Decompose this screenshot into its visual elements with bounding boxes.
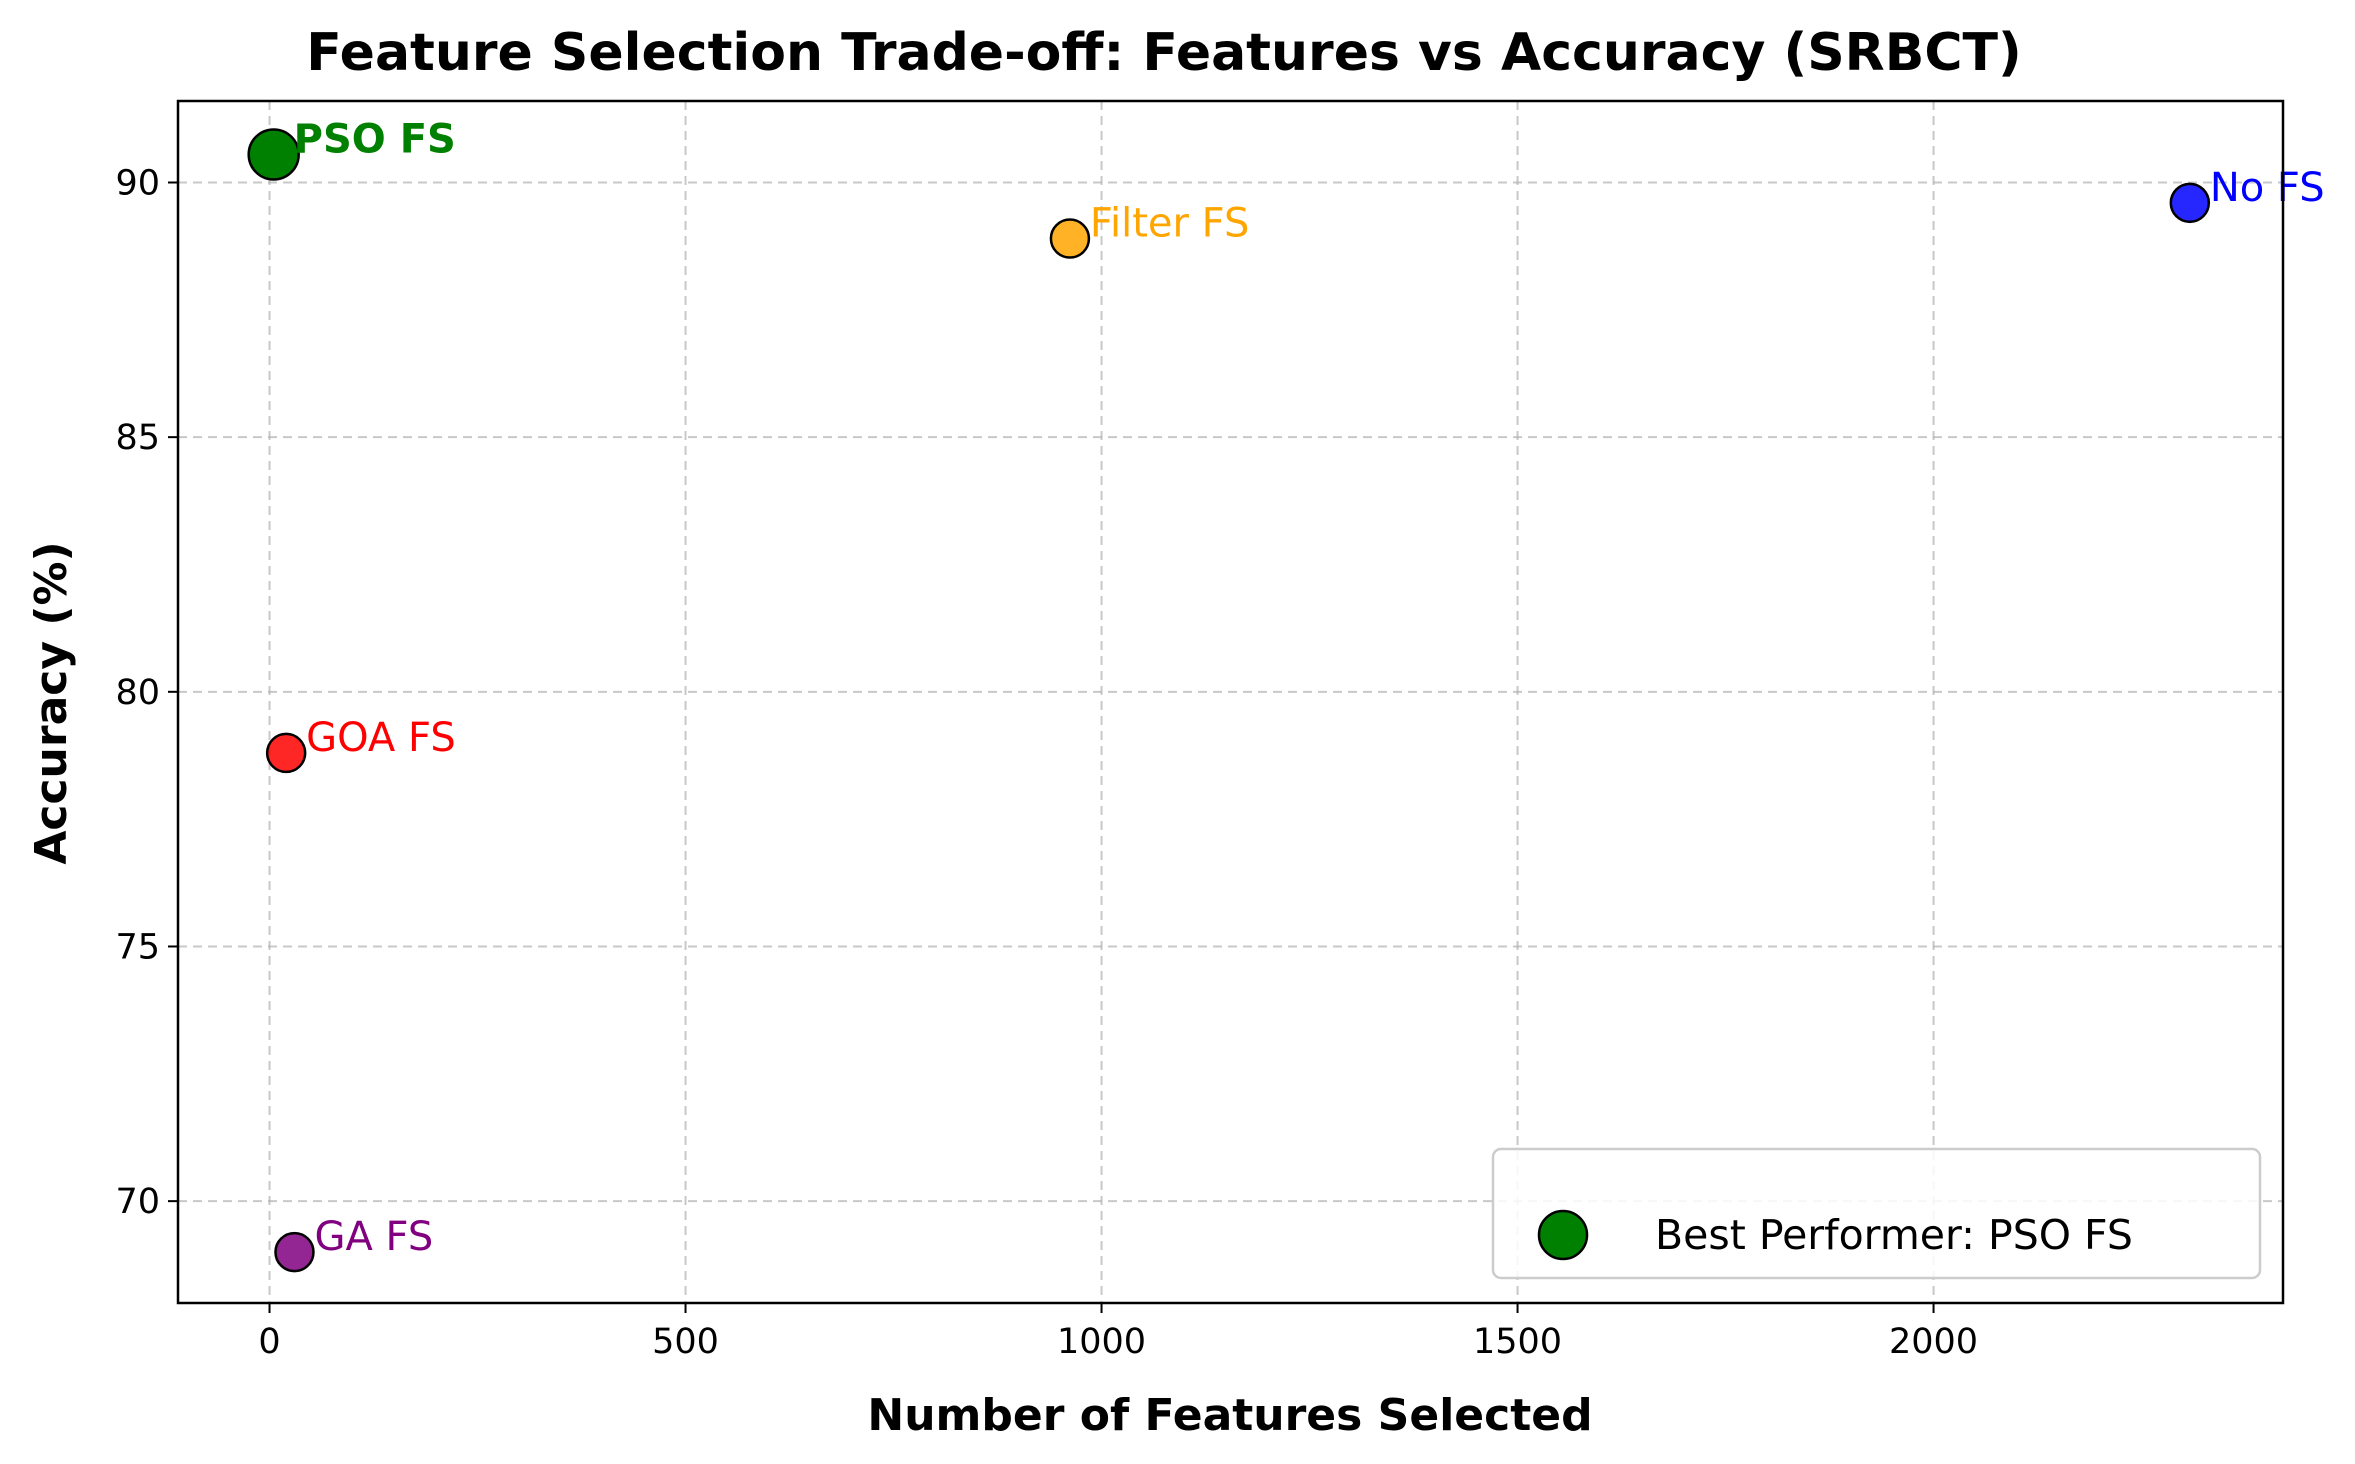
chart-title: Feature Selection Trade-off: Features vs… xyxy=(306,23,2021,83)
data-point-label: No FS xyxy=(2210,165,2325,211)
legend-entry-label: Best Performer: PSO FS xyxy=(1655,1211,2133,1259)
legend-box xyxy=(1491,1147,2262,1280)
plot-border xyxy=(176,99,2285,1305)
data-point xyxy=(274,1231,315,1273)
data-point xyxy=(1049,218,1091,259)
x-tick-label: 2000 xyxy=(1889,1322,1978,1362)
data-point xyxy=(265,732,307,774)
y-tick-label: 70 xyxy=(115,1182,160,1222)
data-point-label: Filter FS xyxy=(1090,201,1249,247)
y-axis-label: Accuracy (%) xyxy=(26,541,77,864)
x-tick-label: 1000 xyxy=(1057,1322,1146,1362)
legend: Best Performer: PSO FS xyxy=(1491,1147,2262,1280)
y-tick-label: 80 xyxy=(115,673,160,713)
axis-ticks: 0 500 1000 1500 2000 70 75 80 85 90 xyxy=(115,163,1978,1362)
y-tick-label: 85 xyxy=(115,418,160,458)
data-point-label: GOA FS xyxy=(306,715,456,761)
data-point xyxy=(247,128,300,181)
data-point xyxy=(2169,182,2211,224)
plot-area xyxy=(178,101,2283,1303)
data-points: PSO FS Filter FS No FS GOA FS GA FS xyxy=(247,116,2325,1273)
x-axis-label: Number of Features Selected xyxy=(867,1390,1592,1441)
x-tick-label: 1500 xyxy=(1473,1322,1562,1362)
data-point-label: GA FS xyxy=(314,1214,433,1260)
x-tick-label: 500 xyxy=(652,1322,719,1362)
data-point-label: PSO FS xyxy=(294,116,456,162)
grid-lines xyxy=(178,101,2283,1303)
y-tick-label: 75 xyxy=(115,927,160,967)
x-tick-label: 0 xyxy=(258,1322,280,1362)
y-tick-label: 90 xyxy=(115,163,160,203)
legend-marker xyxy=(1537,1209,1589,1261)
